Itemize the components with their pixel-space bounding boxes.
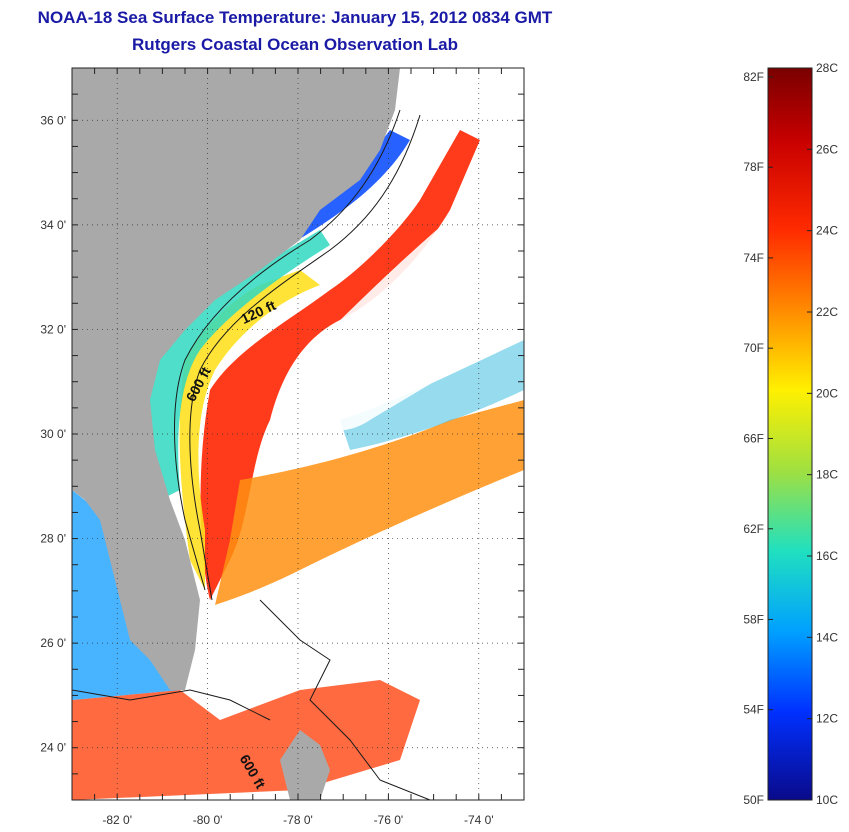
lon-tick-label: -82 0' bbox=[102, 813, 132, 827]
lat-tick-label: 36 0' bbox=[40, 113, 66, 127]
contour-bahamas bbox=[259, 599, 431, 800]
contour-600ft bbox=[189, 114, 421, 601]
sst-warm-core bbox=[200, 130, 480, 600]
lat-tick-label: 28 0' bbox=[40, 532, 66, 546]
sst-east-cyan bbox=[340, 340, 524, 450]
sst-blue-coast bbox=[120, 130, 410, 420]
lat-tick-label: 34 0' bbox=[40, 218, 66, 232]
lon-tick-label: -76 0' bbox=[374, 813, 404, 827]
lon-tick-label: -80 0' bbox=[193, 813, 223, 827]
contour-keys bbox=[72, 689, 271, 721]
sst-gulf-blue bbox=[72, 490, 180, 700]
lon-tick-label: -78 0' bbox=[283, 813, 313, 827]
sst-orange-band bbox=[215, 400, 524, 605]
land-southeast-us bbox=[72, 68, 400, 690]
lat-tick-label: 32 0' bbox=[40, 322, 66, 336]
contour-120ft bbox=[174, 109, 401, 591]
lat-tick-label: 30 0' bbox=[40, 427, 66, 441]
sst-south-warm bbox=[72, 680, 420, 800]
title-line1: NOAA-18 Sea Surface Temperature: January… bbox=[37, 8, 553, 27]
lat-tick-label: 26 0' bbox=[40, 636, 66, 650]
lat-tick-label: 24 0' bbox=[40, 741, 66, 755]
title-line2: Rutgers Coastal Ocean Observation Lab bbox=[132, 35, 458, 54]
sst-cyan-shelf bbox=[148, 230, 330, 500]
lon-tick-label: -74 0' bbox=[464, 813, 494, 827]
sst-yellow-shelf bbox=[179, 270, 320, 590]
no-data-cloud-region bbox=[300, 180, 524, 431]
